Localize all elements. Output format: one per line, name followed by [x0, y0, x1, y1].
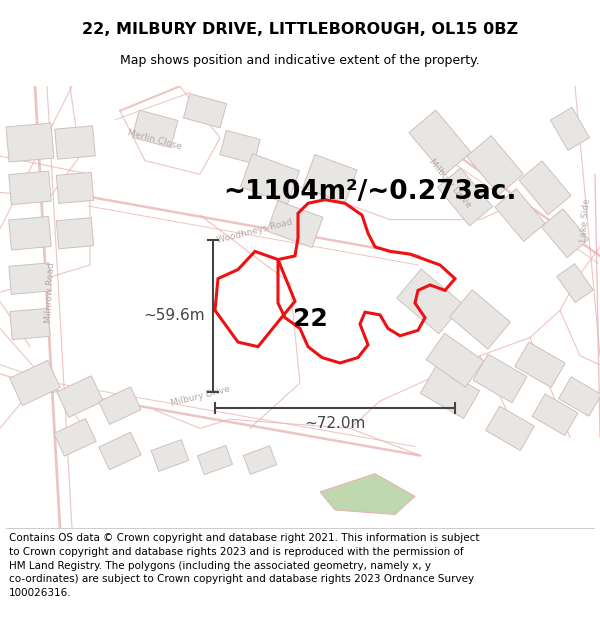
Polygon shape: [449, 290, 511, 349]
Text: Milnrow Road: Milnrow Road: [44, 262, 56, 322]
Polygon shape: [421, 366, 479, 419]
Polygon shape: [541, 209, 589, 258]
Polygon shape: [515, 342, 565, 388]
Polygon shape: [437, 168, 493, 226]
Text: ~72.0m: ~72.0m: [304, 416, 365, 431]
Text: Contains OS data © Crown copyright and database right 2021. This information is : Contains OS data © Crown copyright and d…: [9, 533, 479, 598]
Polygon shape: [467, 136, 523, 195]
Polygon shape: [10, 361, 61, 406]
Polygon shape: [197, 446, 233, 474]
Polygon shape: [426, 333, 484, 388]
Text: Merlin Close: Merlin Close: [127, 128, 183, 151]
Polygon shape: [6, 123, 54, 162]
Text: 22: 22: [293, 308, 328, 331]
Text: 22, MILBURY DRIVE, LITTLEBOROUGH, OL15 0BZ: 22, MILBURY DRIVE, LITTLEBOROUGH, OL15 0…: [82, 21, 518, 36]
Polygon shape: [54, 419, 96, 456]
Polygon shape: [151, 439, 189, 471]
Text: Woodhneys Road: Woodhneys Road: [216, 217, 294, 245]
Polygon shape: [244, 446, 277, 474]
Text: Milbury Drive: Milbury Drive: [169, 385, 230, 408]
Polygon shape: [519, 161, 571, 215]
Text: Milbury Drive: Milbury Drive: [427, 157, 473, 209]
Text: ~59.6m: ~59.6m: [143, 308, 205, 323]
Polygon shape: [9, 263, 51, 294]
Polygon shape: [10, 308, 50, 339]
Polygon shape: [559, 377, 600, 416]
Polygon shape: [56, 173, 94, 203]
Text: Map shows position and indicative extent of the property.: Map shows position and indicative extent…: [120, 54, 480, 68]
Polygon shape: [550, 107, 590, 151]
Polygon shape: [9, 171, 51, 204]
Polygon shape: [56, 217, 94, 249]
Polygon shape: [99, 432, 141, 470]
Polygon shape: [132, 110, 178, 148]
Polygon shape: [495, 189, 545, 241]
Polygon shape: [99, 387, 141, 424]
Text: ~1104m²/~0.273ac.: ~1104m²/~0.273ac.: [223, 179, 517, 206]
Polygon shape: [485, 406, 535, 451]
Polygon shape: [532, 394, 578, 436]
Text: Lake Side: Lake Side: [578, 198, 592, 242]
Polygon shape: [57, 376, 103, 418]
Polygon shape: [303, 154, 357, 203]
Polygon shape: [320, 474, 415, 514]
Polygon shape: [241, 154, 299, 204]
Polygon shape: [557, 264, 593, 302]
Polygon shape: [184, 94, 227, 128]
Polygon shape: [220, 131, 260, 164]
Polygon shape: [409, 110, 471, 175]
Polygon shape: [473, 354, 527, 402]
Polygon shape: [9, 216, 51, 250]
Polygon shape: [55, 126, 95, 159]
Polygon shape: [397, 269, 463, 334]
Polygon shape: [267, 201, 323, 248]
